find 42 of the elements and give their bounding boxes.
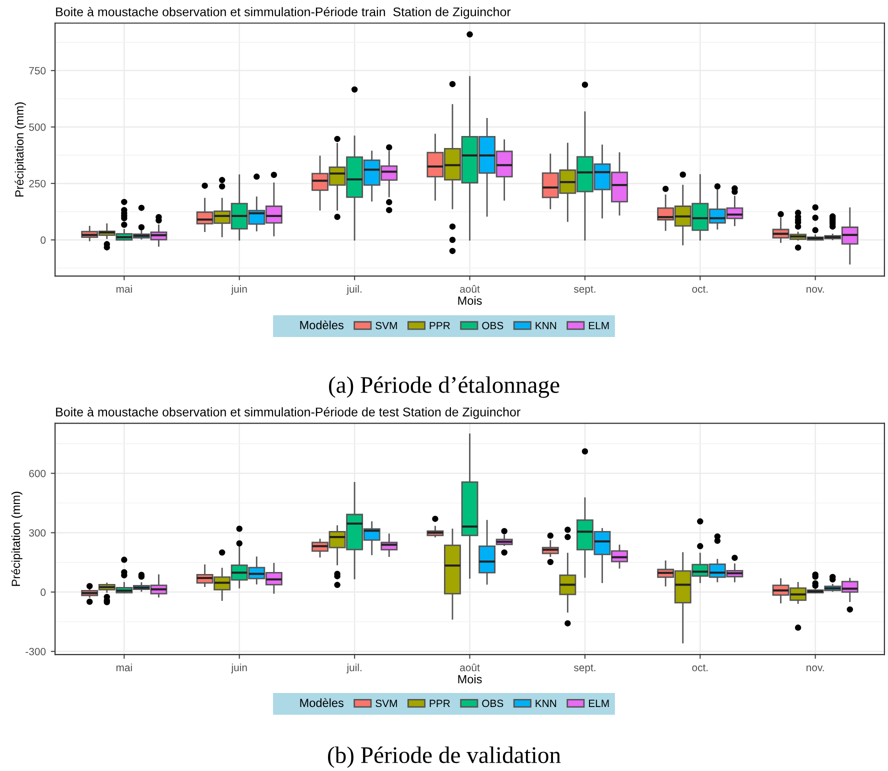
legend-label: ELM (588, 700, 609, 707)
x-tick-label: mai (116, 285, 132, 293)
legend-label: SVM (376, 700, 397, 708)
chart-title: Boite à moustache observation et simmulation-Période train Station de Ziguinchor (56, 6, 511, 19)
x-tick-label: sept. (574, 286, 596, 295)
legend-label: OBS (482, 322, 504, 330)
y-tick-label: 600 (29, 470, 46, 478)
x-tick-label: juil. (346, 664, 362, 674)
legend-title: Modèles (300, 320, 344, 330)
y-tick-label: -300 (26, 648, 46, 656)
x-tick-label: oct. (692, 664, 708, 672)
y-tick-label: 500 (29, 123, 46, 131)
legend-label: ELM (588, 322, 609, 330)
y-tick-label: 0 (40, 588, 46, 596)
text: (a) Période d’étalonnage (329, 376, 560, 398)
x-tick-label: nov. (806, 286, 824, 293)
legend-label: SVM (376, 322, 397, 330)
legend-label: KNN (536, 700, 556, 707)
x-tick-label: oct. (692, 286, 708, 293)
y-tick-label: 0 (40, 236, 46, 244)
legend-label: KNN (536, 322, 556, 330)
legend-label: PPR (430, 700, 450, 707)
x-tick-label: juin (231, 285, 247, 295)
legend-title: Modèles (300, 698, 344, 708)
y-tick-label: 750 (29, 67, 46, 74)
x-tick-label: nov. (806, 666, 824, 672)
x-tick-label: juin (231, 664, 247, 674)
x-axis-title: Mois (458, 674, 482, 684)
legend-label: OBS (482, 700, 504, 708)
y-axis-title: Précipitation (mm) (14, 102, 26, 196)
x-tick-label: août (460, 664, 480, 672)
y-axis-title: Précipitation (mm) (11, 492, 22, 586)
text: (b) Période de validation (328, 746, 561, 768)
x-tick-label: sept. (574, 664, 596, 674)
chart-title: Boite à moustache observation et simmulation-Période de test Station de Ziguinchor (56, 407, 520, 419)
x-tick-label: juil. (346, 285, 362, 295)
legend-label: PPR (430, 322, 450, 330)
x-tick-label: mai (116, 664, 132, 672)
x-axis-title: Mois (458, 296, 482, 305)
y-tick-label: 250 (29, 180, 46, 188)
y-tick-label: 300 (29, 529, 46, 537)
x-tick-label: août (460, 285, 480, 293)
